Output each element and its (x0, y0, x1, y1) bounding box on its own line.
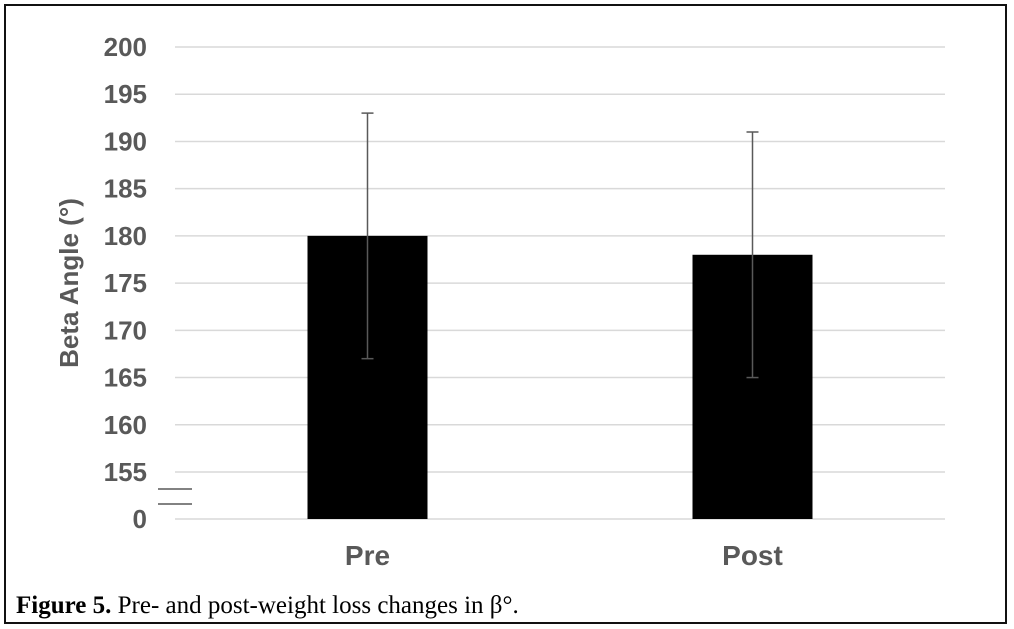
y-tick-label: 165 (104, 363, 147, 393)
x-category-label: Pre (345, 540, 390, 571)
error-bars (361, 112, 759, 379)
axis-break-marker (158, 488, 192, 505)
y-tick-label: 170 (104, 315, 147, 345)
x-category-labels: Pre Post (345, 540, 783, 571)
y-tick-labels: 200 195 190 185 180 175 170 165 160 155 0 (104, 32, 147, 534)
y-tick-label: 190 (104, 126, 147, 156)
x-category-label: Post (722, 540, 783, 571)
y-tick-label: 195 (104, 79, 147, 109)
y-tick-label: 155 (104, 457, 147, 487)
caption-text: Pre- and post-weight loss changes in β°. (111, 592, 519, 619)
gridlines (175, 46, 945, 520)
y-tick-label: 175 (104, 268, 147, 298)
y-tick-label: 185 (104, 174, 147, 204)
axis-break-gap (176, 490, 192, 503)
figure-caption: Figure 5. Pre- and post-weight loss chan… (16, 592, 519, 620)
y-tick-label: 0 (133, 504, 147, 534)
figure-frame (4, 4, 1007, 624)
y-axis-title: Beta Angle (°) (54, 198, 84, 368)
caption-label: Figure 5. (16, 592, 112, 619)
y-tick-label: 180 (104, 221, 147, 251)
y-tick-label: 200 (104, 32, 147, 62)
y-tick-label: 160 (104, 410, 147, 440)
